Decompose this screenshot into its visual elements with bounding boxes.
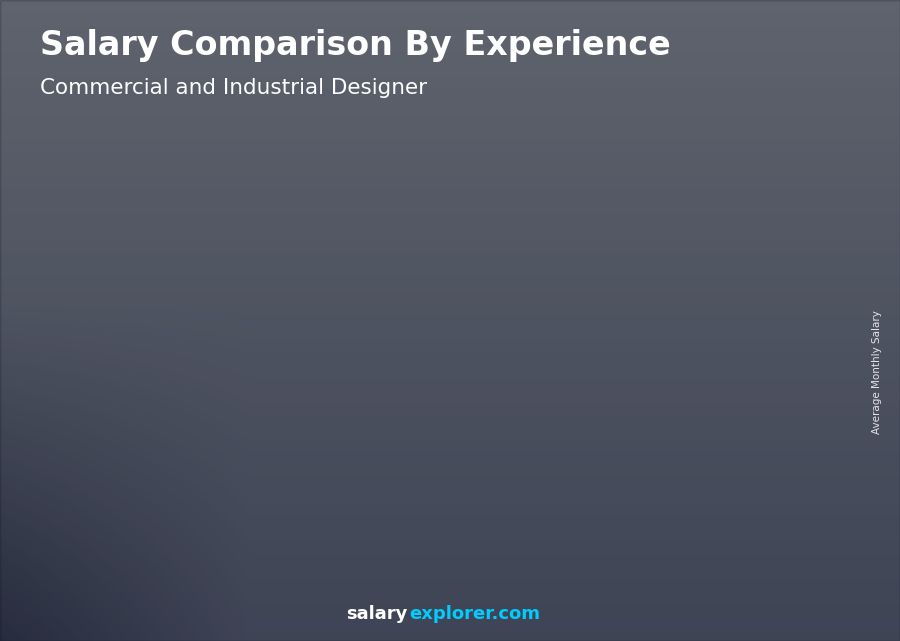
Polygon shape [711, 38, 721, 47]
Polygon shape [730, 69, 736, 74]
FancyBboxPatch shape [468, 308, 532, 558]
FancyBboxPatch shape [346, 353, 410, 558]
Bar [776, 263, 782, 558]
FancyBboxPatch shape [713, 263, 776, 558]
Bar [706, 78, 864, 128]
Text: +8%: +8% [644, 210, 694, 229]
Bar [410, 353, 416, 558]
Bar [706, 29, 864, 78]
FancyBboxPatch shape [590, 286, 653, 558]
Bar [532, 308, 538, 558]
Polygon shape [706, 29, 785, 128]
Bar [590, 283, 660, 286]
Polygon shape [730, 83, 736, 88]
Polygon shape [740, 85, 742, 92]
Text: explorer.com: explorer.com [410, 605, 541, 623]
Text: 26,000 PHP: 26,000 PHP [349, 333, 426, 346]
Bar [468, 305, 538, 308]
Polygon shape [740, 65, 742, 72]
FancyArrowPatch shape [172, 390, 248, 403]
FancyBboxPatch shape [224, 419, 287, 558]
Text: 13,200 PHP: 13,200 PHP [104, 434, 181, 447]
Text: Salary Comparison By Experience: Salary Comparison By Experience [40, 29, 671, 62]
Text: +34%: +34% [148, 366, 211, 385]
Polygon shape [745, 69, 751, 74]
Bar [166, 454, 172, 558]
Polygon shape [745, 83, 751, 88]
Polygon shape [711, 110, 721, 119]
Text: Commercial and Industrial Designer: Commercial and Industrial Designer [40, 78, 428, 98]
Bar [224, 416, 293, 419]
Text: +9%: +9% [521, 229, 571, 248]
Text: Average Monthly Salary: Average Monthly Salary [872, 310, 883, 434]
Bar [346, 350, 416, 353]
FancyArrowPatch shape [662, 235, 737, 248]
Polygon shape [726, 78, 734, 79]
Polygon shape [748, 78, 755, 79]
FancyArrowPatch shape [293, 322, 371, 335]
FancyArrowPatch shape [417, 277, 492, 290]
Text: +22%: +22% [392, 249, 455, 268]
Text: salary: salary [346, 605, 408, 623]
Text: 34,500 PHP: 34,500 PHP [593, 267, 670, 279]
Bar [653, 286, 660, 558]
Text: 17,600 PHP: 17,600 PHP [227, 399, 303, 413]
Circle shape [734, 72, 748, 85]
FancyArrowPatch shape [539, 255, 615, 269]
Bar [287, 419, 293, 558]
FancyBboxPatch shape [102, 454, 166, 558]
Text: +48%: +48% [270, 296, 333, 315]
Bar [713, 260, 782, 263]
Bar [102, 451, 172, 454]
Text: 37,400 PHP: 37,400 PHP [716, 244, 792, 256]
Text: 31,700 PHP: 31,700 PHP [472, 288, 548, 301]
Polygon shape [766, 74, 776, 83]
